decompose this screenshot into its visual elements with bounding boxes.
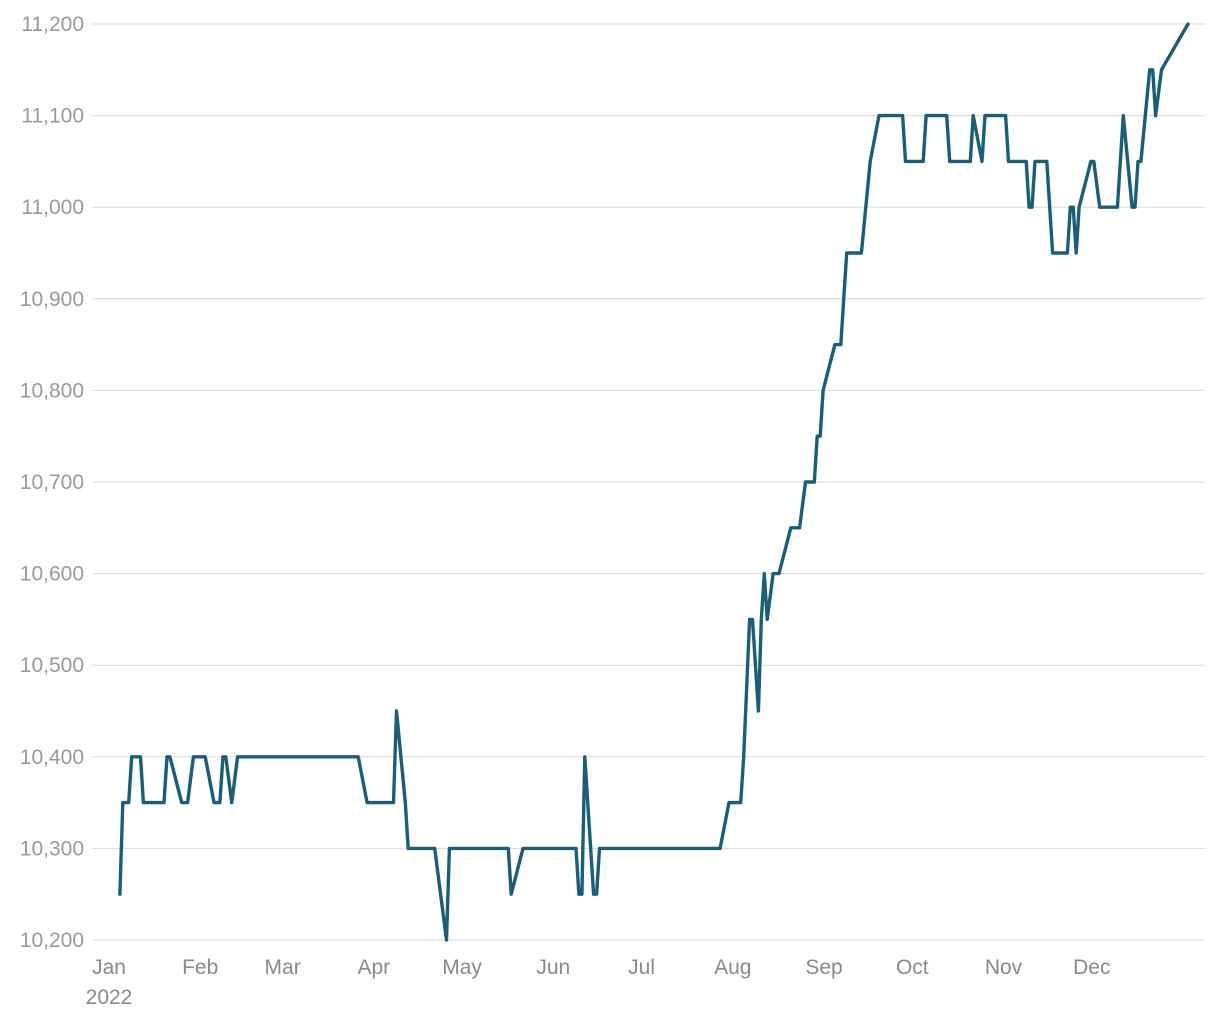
y-tick-label: 11,000 [21,196,84,219]
x-tick-label: Mar [265,956,301,979]
y-tick-label: 10,200 [20,929,84,952]
x-axis-tick-labels: Jan Feb Mar Apr May Jun Jul Aug Sep Oct Nov Dec [92,956,1110,979]
series-line [118,22,1190,942]
x-tick-label: Jul [628,956,655,979]
y-tick-label: 10,700 [20,471,84,494]
y-tick-label: 10,500 [20,654,84,677]
y-tick-label: 10,400 [20,746,84,769]
y-axis-tick-labels: 10,200 10,300 10,400 10,500 10,600 10,700 10,8… [20,13,84,952]
x-tick-label: Nov [985,956,1023,979]
y-tick-label: 10,900 [20,288,84,311]
y-tick-label: 11,200 [21,13,84,36]
x-tick-label: Feb [182,956,218,979]
y-tick-label: 10,300 [20,837,84,860]
y-tick-label: 10,800 [20,379,84,402]
x-tick-label: Apr [357,956,390,979]
x-tick-label: Jun [536,956,570,979]
x-tick-label: Aug [714,956,751,979]
x-axis-year-label: 2022 [86,986,133,1009]
x-tick-label: Dec [1073,956,1110,979]
x-tick-label: May [442,956,482,979]
y-tick-label: 10,600 [20,563,84,586]
x-tick-label: Jan [92,956,126,979]
x-tick-label: Oct [896,956,929,979]
x-tick-label: Sep [805,956,842,979]
y-tick-label: 11,100 [21,105,84,128]
